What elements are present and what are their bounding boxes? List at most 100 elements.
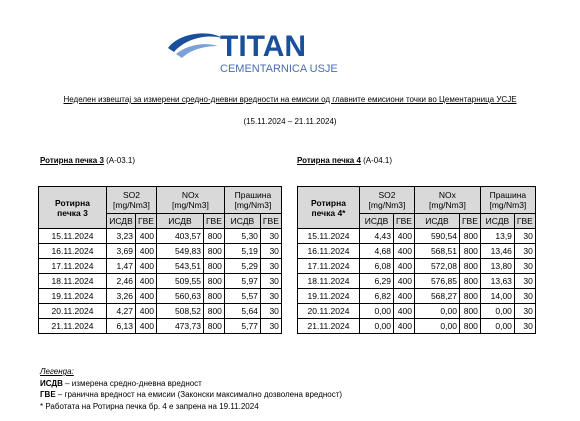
logo-brand: TITAN — [220, 30, 306, 63]
value-cell: 6,13 — [106, 318, 136, 334]
data-row: 19.11.2024 3,26 400 560,63 800 5,57 30 — [38, 288, 282, 304]
value-cell: 800 — [202, 243, 225, 259]
legend-text: – гранична вредност на емисии (Законски … — [55, 390, 343, 399]
value-cell: 800 — [202, 228, 225, 244]
data-row: 16.11.2024 4,68 400 568,51 800 13,46 30 — [297, 243, 536, 259]
date-cell: 21.11.2024 — [297, 318, 360, 334]
value-cell: 0,00 — [479, 318, 515, 334]
value-cell: 400 — [135, 303, 157, 319]
value-cell: 0,00 — [413, 303, 460, 319]
period: (15.11.2024 – 21.11.2024) — [243, 117, 337, 126]
value-cell: 6,29 — [359, 273, 394, 289]
data-row: 15.11.2024 4,43 400 590,54 800 13,9 30 — [297, 228, 536, 244]
legend-item: ИСДВ – измерена средно-дневна вредност — [40, 378, 342, 390]
value-cell: 800 — [458, 273, 481, 289]
value-cell: 3,69 — [106, 243, 136, 259]
date-cell: 15.11.2024 — [297, 228, 360, 244]
subheader: ГВЕ — [458, 213, 481, 229]
data-table: Ротирна печка 4* SO2 [mg/Nm3] NOx [mg/Nm3]… — [297, 186, 536, 334]
date-cell: 17.11.2024 — [38, 258, 107, 274]
legend-term: ИСДВ — [40, 378, 63, 388]
value-cell: 0,00 — [413, 318, 460, 334]
value-cell: 400 — [393, 273, 415, 289]
date-cell: 18.11.2024 — [38, 273, 107, 289]
value-cell: 30 — [259, 243, 282, 259]
data-row: 19.11.2024 6,82 400 568,27 800 14,00 30 — [297, 288, 536, 304]
value-cell: 4,68 — [359, 243, 394, 259]
date-cell: 20.11.2024 — [38, 303, 107, 319]
value-cell: 0,00 — [359, 318, 394, 334]
value-cell: 568,27 — [413, 288, 460, 304]
value-cell: 400 — [135, 273, 157, 289]
date-cell: 19.11.2024 — [38, 288, 107, 304]
value-cell: 800 — [202, 288, 225, 304]
value-cell: 590,54 — [413, 228, 460, 244]
data-row: 18.11.2024 6,29 400 576,85 800 13,63 30 — [297, 273, 536, 289]
value-cell: 6,08 — [359, 258, 394, 274]
value-cell: 4,27 — [106, 303, 136, 319]
value-cell: 400 — [135, 243, 157, 259]
value-cell: 800 — [202, 318, 225, 334]
value-cell: 5,97 — [223, 273, 261, 289]
value-cell: 800 — [458, 303, 481, 319]
legend-text: – измерена средно-дневна вредност — [62, 378, 202, 388]
date-cell: 21.11.2024 — [38, 318, 107, 334]
data-row: 20.11.2024 0,00 400 0,00 800 0,00 30 — [297, 303, 536, 319]
group-header: NOx [mg/Nm3] — [155, 186, 225, 214]
legend-term: ГВЕ — [40, 390, 56, 399]
value-cell: 5,29 — [223, 258, 261, 274]
value-cell: 5,19 — [223, 243, 261, 259]
subheader: ИСДВ — [413, 213, 460, 229]
logo: TITAN CEMENTARNICA USJE — [168, 30, 338, 75]
value-cell: 800 — [202, 258, 225, 274]
subheader: ГВЕ — [513, 213, 536, 229]
value-cell: 30 — [259, 303, 282, 319]
value-cell: 3,23 — [106, 228, 136, 244]
value-cell: 2,46 — [106, 273, 136, 289]
header-row: Ротирна печка 4* SO2 [mg/Nm3] NOx [mg/Nm3]… — [297, 186, 536, 229]
value-cell: 800 — [202, 273, 225, 289]
logo-subtitle: CEMENTARNICA USJE — [220, 63, 338, 75]
subheader: ГВЕ — [393, 213, 415, 229]
group-header: NOx [mg/Nm3] — [413, 186, 481, 214]
legend-title: Легенда: — [40, 367, 74, 376]
subheader: ИСДВ — [359, 213, 394, 229]
value-cell: 576,85 — [413, 273, 460, 289]
value-cell: 30 — [259, 228, 282, 244]
value-cell: 30 — [259, 258, 282, 274]
subheader: ГВЕ — [135, 213, 157, 229]
heading-name: Ротирна печка 4 — [297, 156, 361, 165]
value-cell: 4,43 — [359, 228, 394, 244]
subheader: ГВЕ — [202, 213, 225, 229]
date-cell: 19.11.2024 — [297, 288, 360, 304]
value-cell: 800 — [458, 318, 481, 334]
title-text: Неделен извештај за измерени средно-днев… — [63, 95, 517, 104]
subheader: ИСДВ — [106, 213, 136, 229]
group-header: SO2 [mg/Nm3] — [106, 186, 157, 214]
table-wrap: Ротирна печка 3 SO2 [mg/Nm3] NOx [mg/Nm3] П… — [38, 186, 282, 334]
value-cell: 13,63 — [479, 273, 515, 289]
value-cell: 14,00 — [479, 288, 515, 304]
value-cell: 0,00 — [479, 303, 515, 319]
value-cell: 30 — [513, 228, 536, 244]
date-cell: 16.11.2024 — [297, 243, 360, 259]
value-cell: 30 — [513, 303, 536, 319]
subheader: ИСДВ — [155, 213, 204, 229]
value-cell: 30 — [513, 258, 536, 274]
date-cell: 20.11.2024 — [297, 303, 360, 319]
value-cell: 403,57 — [155, 228, 204, 244]
legend-item: ГВЕ – гранична вредност на емисии (Закон… — [40, 389, 342, 401]
value-cell: 1,47 — [106, 258, 136, 274]
value-cell: 400 — [393, 243, 415, 259]
group-header: Прашина [mg/Nm3] — [223, 186, 282, 214]
date-cell: 16.11.2024 — [38, 243, 107, 259]
data-row: 21.11.2024 6,13 400 473,73 800 5,77 30 — [38, 318, 282, 334]
date-cell: 17.11.2024 — [297, 258, 360, 274]
value-cell: 13,80 — [479, 258, 515, 274]
value-cell: 30 — [259, 288, 282, 304]
heading-code: (А-04.1) — [363, 156, 393, 165]
value-cell: 13,9 — [479, 228, 515, 244]
data-row: 21.11.2024 0,00 400 0,00 800 0,00 30 — [297, 318, 536, 334]
table-wrap: Ротирна печка 4* SO2 [mg/Nm3] NOx [mg/Nm3]… — [297, 186, 536, 334]
